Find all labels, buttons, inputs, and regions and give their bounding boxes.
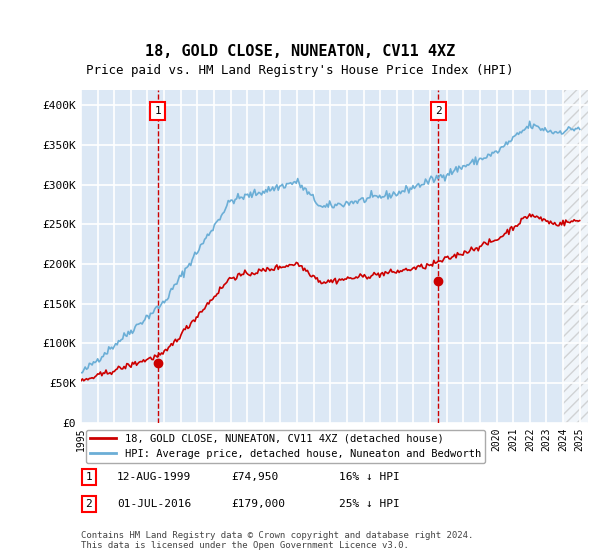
Text: £74,950: £74,950: [231, 472, 278, 482]
Text: 18, GOLD CLOSE, NUNEATON, CV11 4XZ: 18, GOLD CLOSE, NUNEATON, CV11 4XZ: [145, 44, 455, 59]
Text: Contains HM Land Registry data © Crown copyright and database right 2024.
This d: Contains HM Land Registry data © Crown c…: [81, 530, 473, 550]
Text: 2: 2: [435, 106, 442, 116]
Text: Price paid vs. HM Land Registry's House Price Index (HPI): Price paid vs. HM Land Registry's House …: [86, 64, 514, 77]
Text: 16% ↓ HPI: 16% ↓ HPI: [339, 472, 400, 482]
Text: 2: 2: [85, 499, 92, 509]
Legend: 18, GOLD CLOSE, NUNEATON, CV11 4XZ (detached house), HPI: Average price, detache: 18, GOLD CLOSE, NUNEATON, CV11 4XZ (deta…: [86, 430, 485, 463]
Text: 12-AUG-1999: 12-AUG-1999: [117, 472, 191, 482]
Text: £179,000: £179,000: [231, 499, 285, 509]
Polygon shape: [563, 90, 588, 423]
Text: 01-JUL-2016: 01-JUL-2016: [117, 499, 191, 509]
Text: 1: 1: [85, 472, 92, 482]
Text: 1: 1: [154, 106, 161, 116]
Text: 25% ↓ HPI: 25% ↓ HPI: [339, 499, 400, 509]
